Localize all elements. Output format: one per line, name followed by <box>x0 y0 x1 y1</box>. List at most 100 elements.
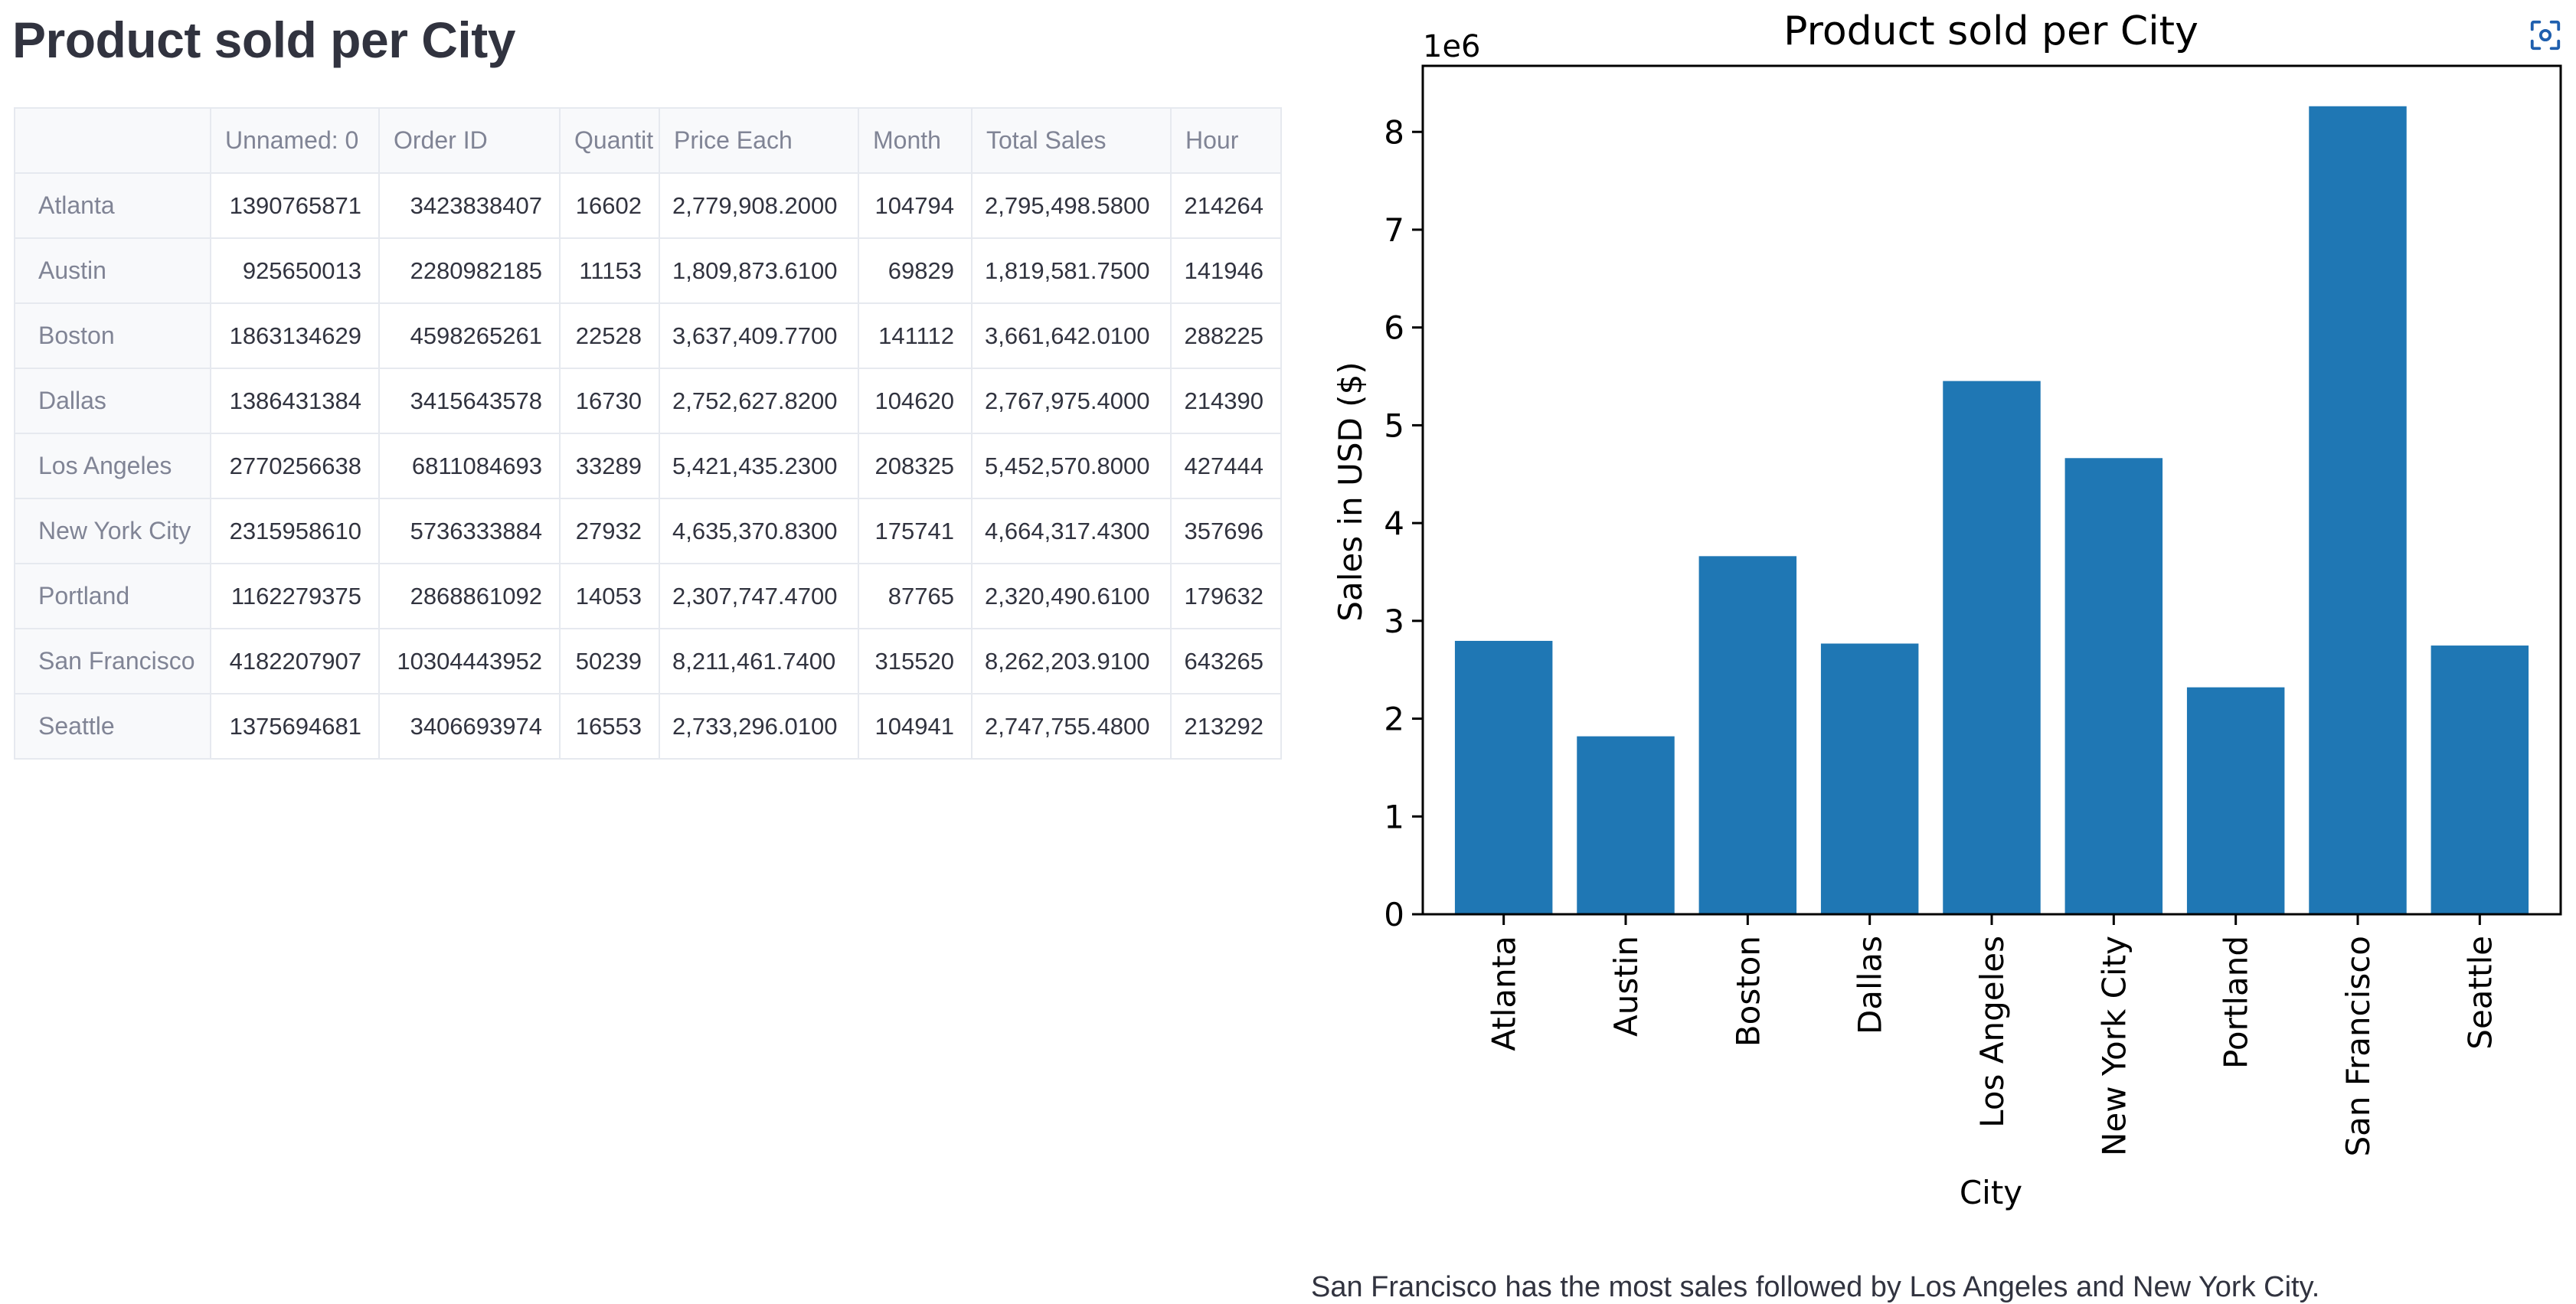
column-header[interactable]: Month <box>858 107 973 174</box>
table-cell: 4182207907 <box>210 628 380 694</box>
table-cell: 315520 <box>858 628 973 694</box>
table-cell: 1386431384 <box>210 368 380 434</box>
table-cell: 3406693974 <box>378 693 561 760</box>
column-header[interactable]: Order ID <box>378 107 561 174</box>
y-tick-label: 6 <box>1384 309 1404 347</box>
x-tick-label: Seattle <box>2461 936 2499 1050</box>
column-header[interactable]: Quantit <box>559 107 660 174</box>
table-cell: 22528 <box>559 302 660 369</box>
table-cell: 14053 <box>559 563 660 629</box>
row-index-label: Dallas <box>14 368 211 434</box>
table-cell: 2868861092 <box>378 563 561 629</box>
bar-san-francisco <box>2309 106 2407 914</box>
table-cell: 2770256638 <box>210 433 380 499</box>
y-tick-label: 1 <box>1384 798 1404 835</box>
table-cell: 208325 <box>858 433 973 499</box>
y-axis-label: Sales in USD ($) <box>1332 361 1369 621</box>
table-cell: 288225 <box>1170 302 1282 369</box>
column-header[interactable]: Price Each <box>659 107 859 174</box>
table-cell: 16553 <box>559 693 660 760</box>
x-axis-label: City <box>1960 1174 2022 1211</box>
table-cell: 427444 <box>1170 433 1282 499</box>
table-cell: 104794 <box>858 172 973 239</box>
table-cell: 5,421,435.2300 <box>659 433 859 499</box>
table-cell: 69829 <box>858 237 973 304</box>
y-tick-label: 3 <box>1384 603 1404 640</box>
table-row: Boston 1863134629 4598265261 22528 3,637,409… <box>14 302 1282 369</box>
column-header[interactable]: Unnamed: 0 <box>210 107 380 174</box>
row-index-label: Seattle <box>14 693 211 760</box>
table-row: Austin 925650013 2280982185 11153 1,809,873.… <box>14 237 1282 304</box>
table-cell: 5,452,570.8000 <box>971 433 1172 499</box>
table-cell: 1,819,581.7500 <box>971 237 1172 304</box>
table-cell: 2,747,755.4800 <box>971 693 1172 760</box>
x-tick-label: Atlanta <box>1486 936 1523 1051</box>
bar-atlanta <box>1454 640 1553 914</box>
column-header[interactable]: Total Sales <box>971 107 1172 174</box>
bar-austin <box>1577 736 1675 914</box>
table-cell: 2,779,908.2000 <box>659 172 859 239</box>
row-index-label: Austin <box>14 237 211 304</box>
row-index-label: New York City <box>14 498 211 564</box>
row-index-label: Portland <box>14 563 211 629</box>
row-index-label: Atlanta <box>14 172 211 239</box>
table-cell: 2,752,627.8200 <box>659 368 859 434</box>
table-cell: 3423838407 <box>378 172 561 239</box>
table-cell: 6811084693 <box>378 433 561 499</box>
table-cell: 357696 <box>1170 498 1282 564</box>
table-cell: 141112 <box>858 302 973 369</box>
table-cell: 16602 <box>559 172 660 239</box>
table-row: Los Angeles 2770256638 6811084693 33289 5,42… <box>14 433 1282 499</box>
table-cell: 214390 <box>1170 368 1282 434</box>
table-cell: 16730 <box>559 368 660 434</box>
table-cell: 2,767,975.4000 <box>971 368 1172 434</box>
table-cell: 27932 <box>559 498 660 564</box>
table-cell: 2,795,498.5800 <box>971 172 1172 239</box>
bar-dallas <box>1820 643 1919 914</box>
table-row: Atlanta 1390765871 3423838407 16602 2,779,90… <box>14 172 1282 239</box>
table-cell: 4598265261 <box>378 302 561 369</box>
table-cell: 10304443952 <box>378 628 561 694</box>
y-tick-label: 8 <box>1384 113 1404 151</box>
x-tick-label: New York City <box>2095 936 2133 1156</box>
y-tick-label: 2 <box>1384 701 1404 738</box>
bar-seattle <box>2431 645 2529 914</box>
table-cell: 925650013 <box>210 237 380 304</box>
row-index-label: Boston <box>14 302 211 369</box>
table-cell: 2,307,747.4700 <box>659 563 859 629</box>
bar-new-york-city <box>2064 458 2163 914</box>
table-cell: 1390765871 <box>210 172 380 239</box>
table-cell: 141946 <box>1170 237 1282 304</box>
table-cell: 8,211,461.7400 <box>659 628 859 694</box>
table-row: Dallas 1386431384 3415643578 16730 2,752,627… <box>14 368 1282 434</box>
table-cell: 50239 <box>559 628 660 694</box>
table-cell: 33289 <box>559 433 660 499</box>
table-cell: 1,809,873.6100 <box>659 237 859 304</box>
table-cell: 104941 <box>858 693 973 760</box>
table-cell: 3,637,409.7700 <box>659 302 859 369</box>
x-tick-label: Los Angeles <box>1973 936 2011 1128</box>
table-cell: 1375694681 <box>210 693 380 760</box>
table-cell: 3415643578 <box>378 368 561 434</box>
x-tick-label: Portland <box>2218 936 2255 1069</box>
table-cell: 3,661,642.0100 <box>971 302 1172 369</box>
table-cell: 4,664,317.4300 <box>971 498 1172 564</box>
data-table: Unnamed: 0 Order ID Quantit Price Each M… <box>14 107 1282 760</box>
table-cell: 87765 <box>858 563 973 629</box>
x-tick-label: Dallas <box>1852 936 1889 1034</box>
x-tick-label: Boston <box>1729 936 1767 1047</box>
column-header[interactable]: Hour <box>1170 107 1282 174</box>
table-cell: 8,262,203.9100 <box>971 628 1172 694</box>
column-header-index[interactable] <box>14 107 211 174</box>
table-row: Seattle 1375694681 3406693974 16553 2,733,29… <box>14 693 1282 760</box>
table-cell: 11153 <box>559 237 660 304</box>
table-cell: 5736333884 <box>378 498 561 564</box>
x-tick-label: San Francisco <box>2339 936 2377 1157</box>
y-axis-offset-label: 1e6 <box>1423 29 1481 64</box>
table-row: Portland 1162279375 2868861092 14053 2,307,7… <box>14 563 1282 629</box>
fullscreen-button[interactable] <box>2521 11 2570 60</box>
chart-caption: San Francisco has the most sales followe… <box>1311 1271 2320 1303</box>
table-cell: 179632 <box>1170 563 1282 629</box>
table-row: New York City 2315958610 5736333884 27932 4,… <box>14 498 1282 564</box>
